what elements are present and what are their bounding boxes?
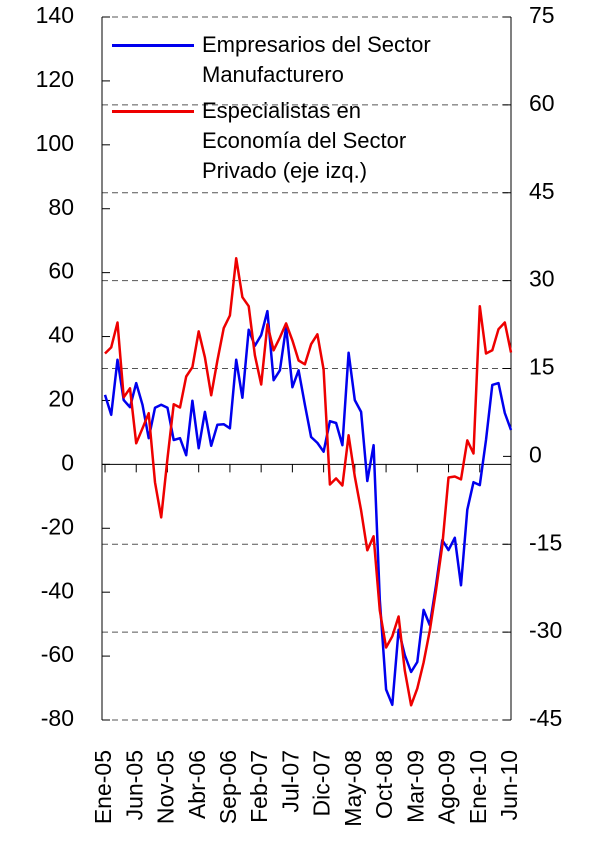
y2-tick-label: -15 — [529, 529, 562, 555]
legend-label: Especialistas en Economía del Sector Pri… — [202, 98, 407, 183]
y2-tick-label: 15 — [529, 354, 555, 380]
y-tick-label: 140 — [36, 2, 74, 28]
y2-tick-label: 75 — [529, 2, 555, 28]
y-tick-label: -20 — [41, 513, 74, 539]
y-tick-label: 60 — [48, 258, 74, 284]
y2-tick-label: -45 — [529, 705, 562, 731]
legend-swatch — [112, 110, 194, 113]
x-tick-label: Dic-07 — [309, 750, 335, 816]
legend: Empresarios del Sector Manufacturero Espe… — [112, 30, 472, 192]
x-tick-label: Oct-08 — [371, 750, 397, 819]
series-line — [103, 309, 513, 707]
x-tick-label: Sep-06 — [215, 750, 241, 824]
y-tick-label: 40 — [48, 322, 74, 348]
x-tick-label: Jun-05 — [121, 750, 147, 820]
legend-label: Empresarios del Sector Manufacturero — [202, 32, 431, 87]
y-tick-label: -80 — [41, 705, 74, 731]
legend-swatch — [112, 44, 194, 47]
x-tick-label: Feb-07 — [246, 750, 272, 823]
y2-tick-label: -30 — [529, 617, 562, 643]
x-tick-label: Nov-05 — [153, 750, 179, 824]
x-tick-label: Ago-09 — [434, 750, 460, 824]
y2-tick-label: 45 — [529, 178, 555, 204]
legend-item: Empresarios del Sector Manufacturero — [112, 30, 472, 90]
y2-tick-label: 30 — [529, 266, 555, 292]
y2-tick-label: 60 — [529, 90, 555, 116]
series-line — [104, 257, 513, 707]
y-tick-label: 100 — [36, 130, 74, 156]
y-tick-label: -40 — [41, 577, 74, 603]
legend-item: Especialistas en Economía del Sector Pri… — [112, 96, 472, 186]
x-tick-label: Ene-10 — [465, 750, 491, 824]
x-tick-label: Mar-09 — [402, 750, 428, 823]
y-tick-label: 0 — [61, 449, 74, 475]
y-tick-label: -60 — [41, 641, 74, 667]
x-tick-label: Abr-06 — [184, 750, 210, 819]
y-tick-label: 120 — [36, 66, 74, 92]
y-tick-label: 20 — [48, 386, 74, 412]
x-tick-label: May-08 — [340, 750, 366, 827]
x-tick-label: Jun-10 — [496, 750, 522, 820]
y2-tick-label: 0 — [529, 441, 542, 467]
x-tick-label: Ene-05 — [90, 750, 116, 824]
y-tick-label: 80 — [48, 194, 74, 220]
x-tick-label: Jul-07 — [277, 750, 303, 813]
